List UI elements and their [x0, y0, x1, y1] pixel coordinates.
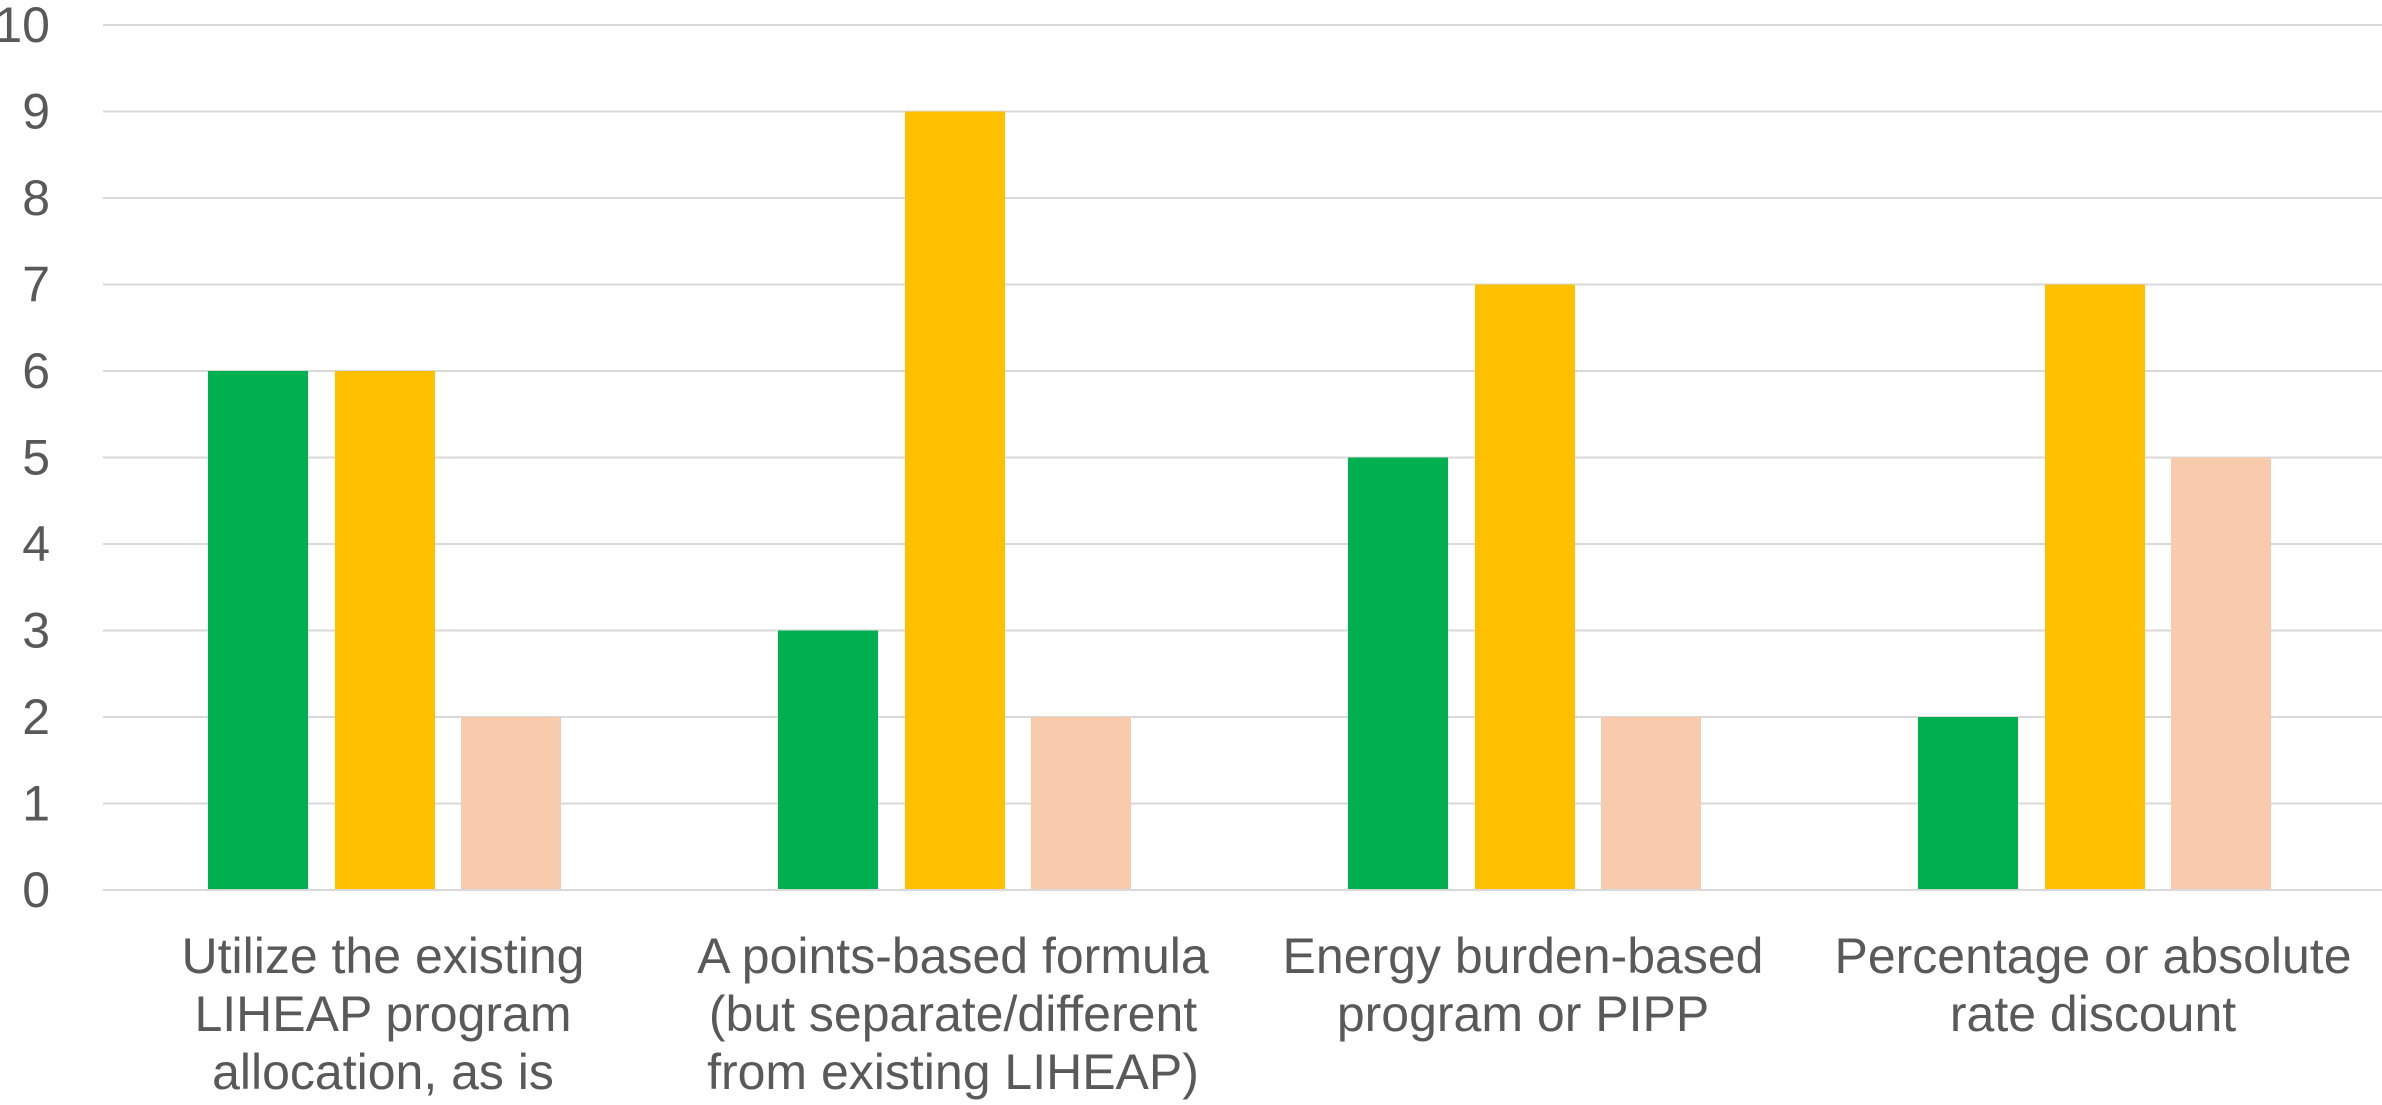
bar [778, 630, 878, 890]
bar [1918, 717, 2018, 890]
y-tick-label: 5 [22, 430, 50, 486]
category-label: rate discount [1950, 986, 2236, 1042]
category-label: A points-based formula [697, 928, 1209, 984]
bar [1475, 284, 1575, 890]
y-tick-label: 9 [22, 84, 50, 140]
bar [208, 371, 308, 890]
category-label: LIHEAP program [194, 986, 571, 1042]
bar [1348, 457, 1448, 890]
y-tick-label: 4 [22, 516, 50, 572]
y-tick-label: 7 [22, 257, 50, 313]
bar [2045, 284, 2145, 890]
y-tick-label: 3 [22, 603, 50, 659]
bar [1601, 717, 1701, 890]
y-tick-label: 1 [22, 776, 50, 832]
category-label: (but separate/different [709, 986, 1197, 1042]
bar [461, 717, 561, 890]
bar [2171, 457, 2271, 890]
y-tick-label: 0 [22, 862, 50, 918]
bar [905, 111, 1005, 890]
gridlines [103, 24, 2382, 805]
category-label: from existing LIHEAP) [707, 1044, 1199, 1100]
bars [208, 111, 2271, 890]
category-label: Energy burden-based [1283, 928, 1764, 984]
y-axis-tick-labels: 0 1 2 3 4 5 6 7 8 9 10 [0, 0, 50, 918]
y-tick-label: 2 [22, 689, 50, 745]
bar [335, 371, 435, 890]
y-tick-label: 10 [0, 0, 50, 53]
category-label: program or PIPP [1337, 986, 1709, 1042]
category-label: allocation, as is [212, 1044, 554, 1100]
category-label: Utilize the existing [182, 928, 585, 984]
bar [1031, 717, 1131, 890]
y-tick-label: 6 [22, 343, 50, 399]
category-label: Percentage or absolute [1834, 928, 2351, 984]
y-tick-label: 8 [22, 170, 50, 226]
